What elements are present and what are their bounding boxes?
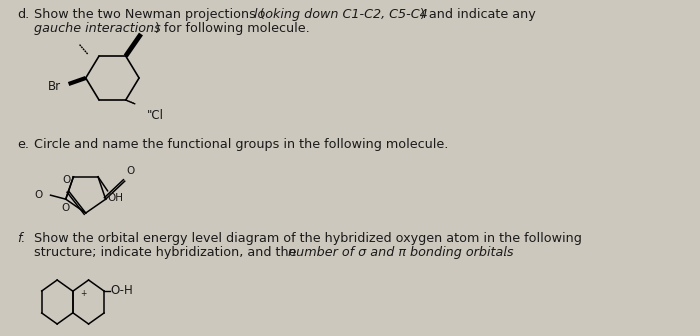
Text: ) and indicate any: ) and indicate any <box>420 8 536 21</box>
Text: O: O <box>35 190 43 200</box>
Text: Br: Br <box>48 80 61 92</box>
Text: +: + <box>80 290 87 298</box>
Text: f.: f. <box>17 232 25 245</box>
Text: O: O <box>127 166 135 176</box>
Text: gauche interactions: gauche interactions <box>34 22 161 35</box>
Text: O-H: O-H <box>111 285 134 297</box>
Text: structure; indicate hybridization, and the: structure; indicate hybridization, and t… <box>34 246 301 259</box>
Text: OH: OH <box>108 193 124 203</box>
Text: Show the orbital energy level diagram of the hybridized oxygen atom in the follo: Show the orbital energy level diagram of… <box>34 232 582 245</box>
Text: Circle and name the functional groups in the following molecule.: Circle and name the functional groups in… <box>34 138 449 151</box>
Text: ) for following molecule.: ) for following molecule. <box>155 22 310 35</box>
Text: looking down C1-C2, C5-C4: looking down C1-C2, C5-C4 <box>254 8 428 21</box>
Text: Show the two Newman projections (: Show the two Newman projections ( <box>34 8 265 21</box>
Text: e.: e. <box>17 138 29 151</box>
Text: .: . <box>503 246 507 259</box>
Text: d.: d. <box>17 8 29 21</box>
Text: number of σ and π bonding orbitals: number of σ and π bonding orbitals <box>288 246 514 259</box>
Text: "Cl: "Cl <box>147 109 164 122</box>
Text: O: O <box>62 175 71 185</box>
Text: O: O <box>62 203 70 213</box>
